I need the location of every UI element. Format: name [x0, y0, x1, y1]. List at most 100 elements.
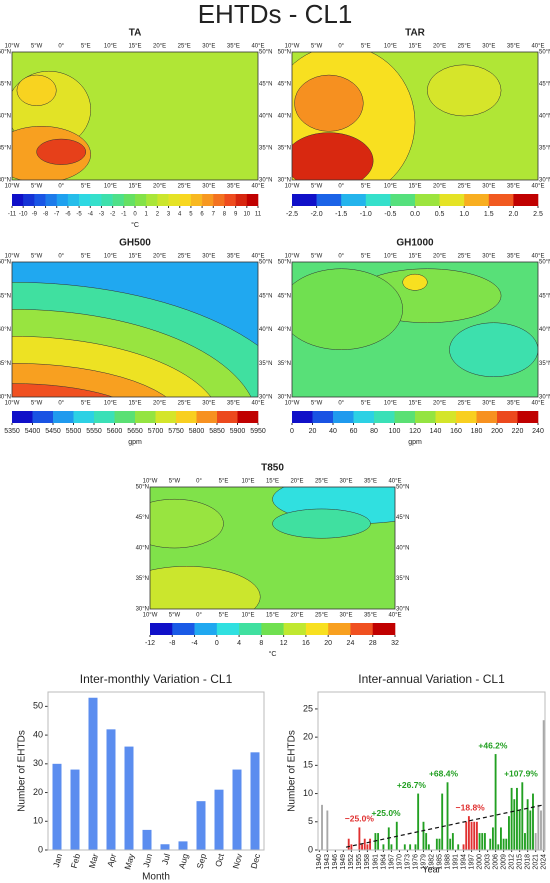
- bar: [178, 841, 188, 850]
- lon-label: 25°E: [315, 613, 328, 619]
- bar: [196, 801, 206, 850]
- colorbar-swatch: [146, 194, 158, 206]
- lon-label: 5°W: [311, 44, 323, 50]
- colorbar-label: 24: [347, 640, 355, 647]
- map-frame: [11, 261, 259, 398]
- field-region: [12, 383, 114, 397]
- colorbar-label: 100: [389, 428, 401, 435]
- x-axis-label: Year: [422, 864, 440, 874]
- bar: [473, 821, 476, 850]
- colorbar-label: 4: [237, 640, 241, 647]
- x-tick-label: Dec: [249, 852, 263, 870]
- lon-label: 15°E: [128, 254, 141, 260]
- colorbar-label: 20: [309, 428, 317, 435]
- colorbar-label: 3: [167, 212, 171, 218]
- colorbar-swatch: [79, 194, 91, 206]
- lon-label: 5°E: [361, 184, 371, 190]
- colorbar-label: 0: [215, 640, 219, 647]
- x-tick-label: 1949: [340, 854, 347, 870]
- lon-label: 5°W: [31, 184, 43, 190]
- y-tick-label: 15: [303, 760, 313, 770]
- lon-label: 5°W: [31, 254, 43, 260]
- lon-label: 20°E: [290, 613, 303, 619]
- lon-label: 5°E: [361, 254, 371, 260]
- y-axis-label: Number of EHTDs: [17, 730, 28, 812]
- bar: [250, 752, 260, 850]
- x-tick-label: 1940: [316, 854, 323, 870]
- y-tick-label: 10: [303, 788, 313, 798]
- lat-label: 30°N: [539, 395, 550, 401]
- lat-label: 45°N: [0, 293, 11, 299]
- colorbar-swatch: [497, 411, 518, 423]
- colorbar-label: -2.0: [311, 211, 323, 218]
- field-region: [449, 322, 538, 377]
- bar: [70, 769, 80, 850]
- lat-label: 45°N: [259, 293, 272, 299]
- lon-label: 15°E: [128, 401, 141, 407]
- bar: [435, 838, 438, 850]
- bar: [52, 763, 62, 850]
- lon-label: 10°W: [285, 44, 300, 50]
- x-tick-label: 1958: [364, 854, 371, 870]
- lon-label: 40°E: [531, 184, 544, 190]
- lon-label: 25°E: [458, 401, 471, 407]
- lon-label: 5°W: [31, 401, 43, 407]
- lon-label: 10°W: [285, 401, 300, 407]
- bar: [491, 827, 494, 850]
- lat-label: 35°N: [539, 361, 550, 367]
- lon-label: 10°W: [143, 479, 158, 485]
- y-axis-label: Number of EHTDs: [287, 730, 298, 812]
- lon-label: 30°E: [339, 479, 352, 485]
- x-tick-label: 2018: [524, 854, 531, 870]
- lat-label: 50°N: [539, 50, 550, 56]
- colorbar-label: 5650: [127, 428, 143, 435]
- lon-label: 5°W: [169, 479, 181, 485]
- lon-label: 25°E: [315, 479, 328, 485]
- y-tick-label: 0: [38, 844, 43, 854]
- bar: [438, 838, 441, 850]
- lon-label: 5°W: [311, 254, 323, 260]
- lon-label: 10°E: [384, 401, 397, 407]
- lon-label: 20°E: [433, 401, 446, 407]
- colorbar-label: 180: [471, 428, 483, 435]
- colorbar-swatch: [261, 623, 284, 635]
- lat-label: 50°N: [0, 260, 11, 266]
- lon-label: 10°W: [5, 184, 20, 190]
- lat-label: 40°N: [539, 114, 550, 120]
- bar: [478, 833, 481, 850]
- map-field: [12, 52, 258, 180]
- colorbar-label: 1: [145, 212, 149, 218]
- colorbar-label: 1.0: [459, 211, 469, 218]
- map-field: [150, 487, 395, 609]
- colorbar-unit: °C: [131, 221, 139, 229]
- x-tick-label: 2024: [541, 854, 548, 870]
- colorbar-swatch: [350, 623, 374, 635]
- lon-label: 10°W: [285, 184, 300, 190]
- colorbar-label: -4: [191, 640, 197, 647]
- lon-label: 40°E: [531, 401, 544, 407]
- colorbar-swatch: [45, 194, 58, 206]
- bar: [462, 844, 465, 850]
- lat-label: 30°N: [0, 178, 11, 184]
- x-tick-label: 1964: [380, 854, 387, 870]
- lat-label: 50°N: [396, 485, 409, 491]
- lat-label: 30°N: [259, 178, 272, 184]
- colorbar-swatch: [172, 623, 195, 635]
- colorbar-swatch: [292, 194, 317, 206]
- lat-label: 45°N: [396, 515, 409, 521]
- bar: [470, 821, 473, 850]
- lon-label: 10°E: [104, 44, 117, 50]
- bar: [347, 838, 350, 850]
- colorbar-label: 1.5: [484, 211, 494, 218]
- lon-label: 10°W: [5, 254, 20, 260]
- colorbar-swatch: [488, 194, 514, 206]
- lat-label: 40°N: [539, 327, 550, 333]
- lon-label: 10°E: [384, 44, 397, 50]
- colorbar-swatch: [374, 411, 395, 423]
- colorbar-swatch: [150, 623, 173, 635]
- colorbar-swatch: [216, 623, 240, 635]
- y-tick-label: 20: [33, 787, 43, 797]
- lon-label: 5°W: [311, 401, 323, 407]
- colorbar-label: 5550: [86, 428, 102, 435]
- lon-label: 15°E: [408, 44, 421, 50]
